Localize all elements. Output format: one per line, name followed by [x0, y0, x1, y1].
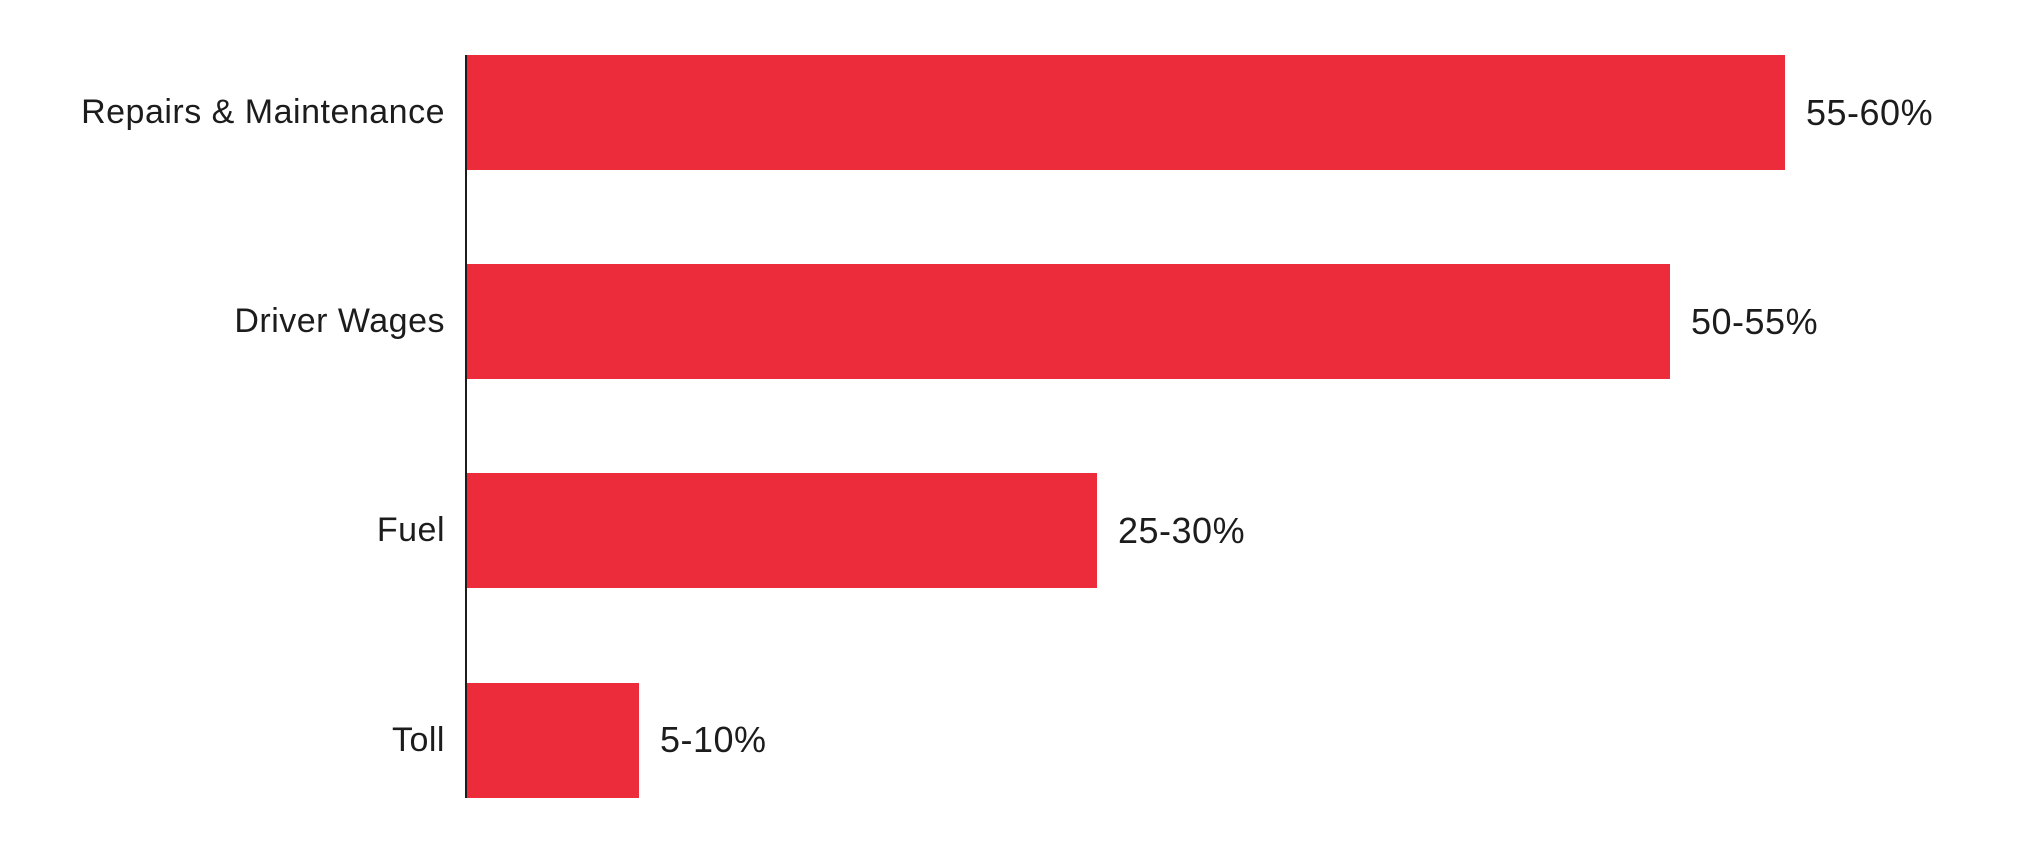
- value-label: 25-30%: [1118, 509, 1246, 551]
- bar: [467, 264, 1670, 380]
- category-label: Repairs & Maintenance: [81, 93, 445, 131]
- value-label: 55-60%: [1806, 91, 1934, 133]
- y-axis-line: [465, 55, 467, 798]
- bar: [467, 473, 1097, 589]
- category-label: Driver Wages: [234, 302, 445, 341]
- bar: [467, 682, 639, 798]
- value-label: 50-55%: [1691, 300, 1819, 342]
- category-label: Fuel: [376, 511, 445, 550]
- category-label: Toll: [391, 720, 445, 759]
- value-label: 5-10%: [660, 719, 767, 761]
- bar: [467, 55, 1785, 170]
